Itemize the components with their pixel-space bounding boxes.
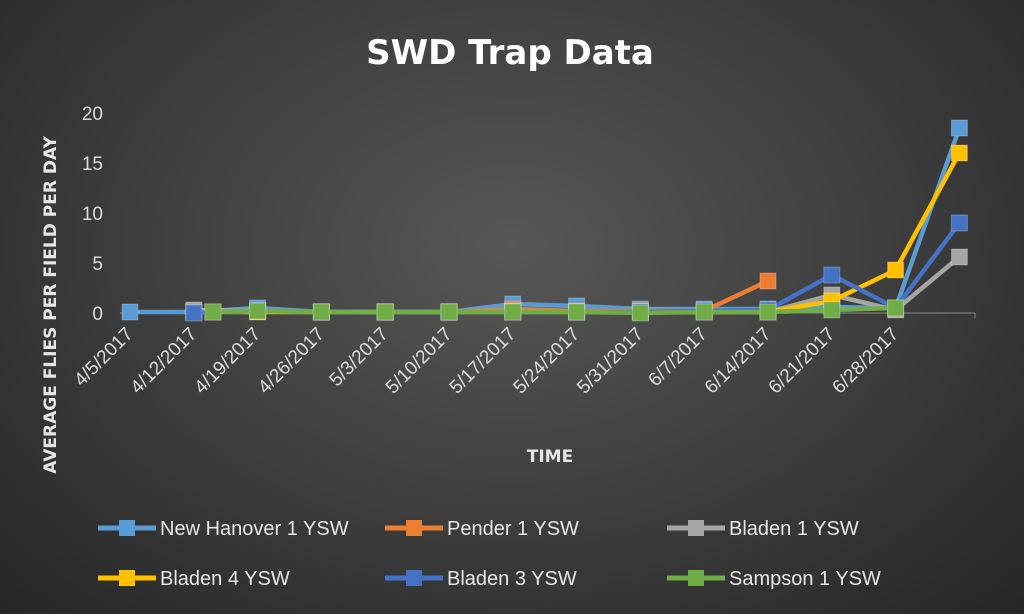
y-tick-label: 20 xyxy=(82,104,103,125)
legend-item: New Hanover 1 YSW xyxy=(98,518,349,540)
series-new-hanover-1-ysw xyxy=(121,119,968,321)
legend-item: Pender 1 YSW xyxy=(385,518,579,540)
chart-title: SWD Trap Data xyxy=(366,33,654,73)
series-layer xyxy=(121,119,968,322)
data-point xyxy=(887,299,905,317)
data-point xyxy=(887,261,905,279)
data-point xyxy=(950,144,968,162)
series-sampson-1-ysw xyxy=(204,299,905,322)
y-tick-label: 0 xyxy=(92,304,103,325)
legend-label: Bladen 3 YSW xyxy=(447,568,577,590)
y-axis-label: AVERAGE FLIES PER FIELD PER DAY xyxy=(41,136,61,474)
x-tick-label: 5/10/2017 xyxy=(382,324,457,399)
legend-marker xyxy=(119,570,135,586)
x-tick-label: 4/5/2017 xyxy=(70,324,137,391)
series-line xyxy=(127,125,962,315)
data-point xyxy=(631,304,649,322)
x-tick-label: 6/21/2017 xyxy=(765,324,840,399)
x-tick-label: 6/14/2017 xyxy=(701,324,776,399)
x-tick-label: 5/3/2017 xyxy=(326,324,393,391)
data-point xyxy=(312,303,330,321)
x-tick-label: 4/19/2017 xyxy=(191,324,266,399)
legend-item: Bladen 1 YSW xyxy=(667,518,859,540)
data-point xyxy=(823,266,841,284)
legend-item: Bladen 3 YSW xyxy=(385,568,577,590)
legend: New Hanover 1 YSW Pender 1 YSW Bladen 1 YS… xyxy=(98,518,881,590)
data-point xyxy=(695,303,713,321)
data-point xyxy=(950,214,968,232)
data-point xyxy=(376,303,394,321)
x-tick-label: 6/28/2017 xyxy=(829,324,904,399)
x-tick-label: 4/12/2017 xyxy=(127,324,202,399)
series-bladen-4-ysw xyxy=(204,144,968,321)
axes-group: 0 5 10 15 20 4/5/20174/12/20174/19/20174/26/2… xyxy=(70,104,976,399)
x-tick-label: 5/17/2017 xyxy=(446,324,521,399)
x-tick-label: 4/26/2017 xyxy=(254,324,329,399)
data-point xyxy=(121,303,139,321)
data-point xyxy=(823,301,841,319)
legend-label: Sampson 1 YSW xyxy=(729,568,881,590)
data-point xyxy=(504,303,522,321)
legend-label: New Hanover 1 YSW xyxy=(160,518,349,540)
legend-marker xyxy=(406,570,422,586)
data-point xyxy=(440,303,458,321)
data-point xyxy=(185,304,203,322)
legend-label: Bladen 4 YSW xyxy=(160,568,290,590)
legend-marker xyxy=(688,570,704,586)
y-tick-label: 5 xyxy=(92,254,103,275)
x-axis-label: TIME xyxy=(527,447,573,467)
legend-item: Bladen 4 YSW xyxy=(98,568,290,590)
data-point xyxy=(759,303,777,321)
x-tick-label: 6/7/2017 xyxy=(645,324,712,391)
x-tick-label: 5/31/2017 xyxy=(573,324,648,399)
series-line xyxy=(210,305,898,316)
y-tick-label: 10 xyxy=(82,204,103,225)
data-point xyxy=(950,248,968,266)
data-point xyxy=(568,303,586,321)
data-point xyxy=(249,302,267,320)
legend-marker xyxy=(406,520,422,536)
data-point xyxy=(759,272,777,290)
legend-item: Sampson 1 YSW xyxy=(667,568,881,590)
data-point xyxy=(950,119,968,137)
legend-marker xyxy=(688,520,704,536)
legend-marker xyxy=(119,520,135,536)
legend-label: Bladen 1 YSW xyxy=(729,518,859,540)
y-tick-label: 15 xyxy=(82,154,103,175)
data-point xyxy=(204,303,222,321)
series-line xyxy=(210,150,962,315)
x-tick-label: 5/24/2017 xyxy=(510,324,585,399)
legend-label: Pender 1 YSW xyxy=(447,518,579,540)
